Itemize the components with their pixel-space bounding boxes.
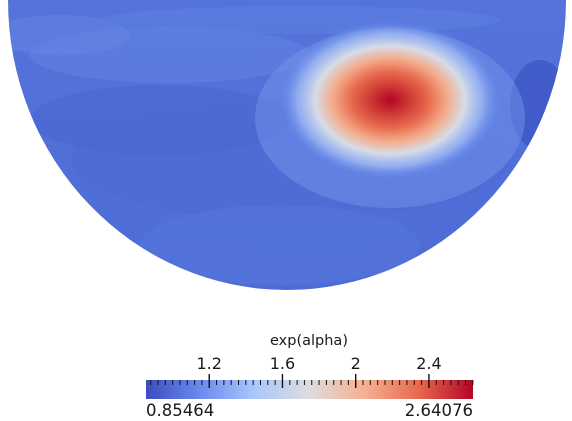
field-plot bbox=[8, 0, 566, 290]
colorbar-min-label: 0.85464 bbox=[146, 401, 214, 420]
field-band bbox=[30, 85, 290, 155]
colorbar-title: exp(alpha) bbox=[270, 333, 348, 349]
colorbar-tick-label: 1.2 bbox=[197, 354, 222, 373]
field-band bbox=[140, 205, 420, 285]
colorbar-gradient bbox=[146, 380, 473, 399]
colorbar-max-label: 2.64076 bbox=[405, 401, 473, 420]
colorbar-tick-label: 2.4 bbox=[416, 354, 441, 373]
field-band bbox=[8, 15, 130, 55]
colorbar-tick-label: 1.6 bbox=[270, 354, 295, 373]
colorbar-tick-label: 2 bbox=[351, 354, 361, 373]
field-hotspot bbox=[265, 8, 515, 192]
